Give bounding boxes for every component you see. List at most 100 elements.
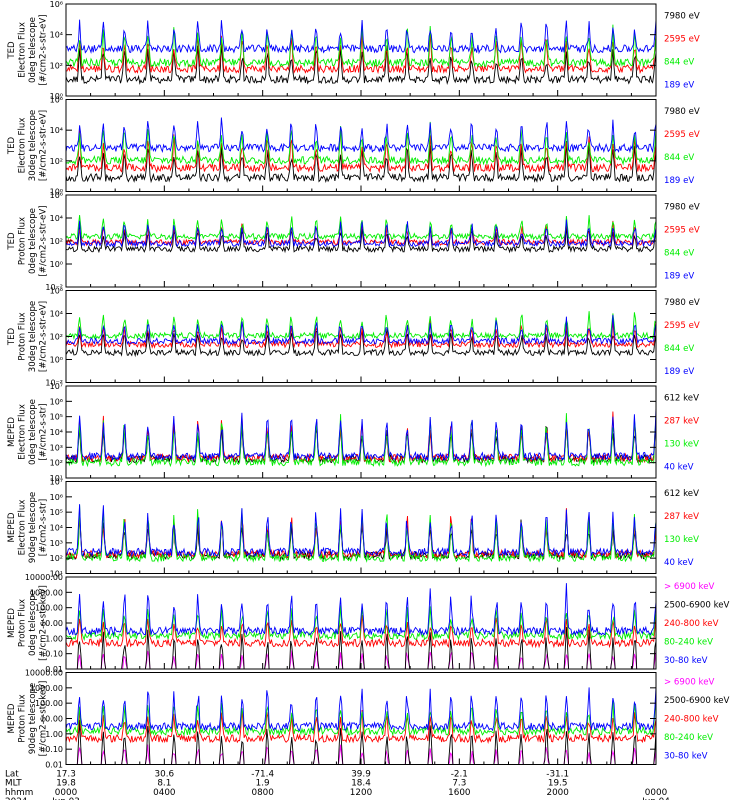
x-tick-label: 19.5 (548, 779, 568, 789)
y-tick-label: 1.00 (45, 634, 63, 643)
x-tick-label: 0000 (55, 788, 78, 798)
legend-entry: 844 eV (664, 58, 694, 68)
y-tick-label: 10³ (50, 443, 63, 452)
x-tick-label: Jun 03 (51, 797, 80, 800)
y-axis-label-line: Proton Flux (18, 217, 28, 265)
legend-entry: 2500-6900 keV (664, 601, 730, 611)
y-tick-label: 10⁰ (50, 260, 63, 269)
x-tick-label: 8.1 (157, 779, 171, 789)
y-tick-label: 10⁶ (50, 287, 63, 296)
legend-entry: 2595 eV (664, 130, 700, 140)
x-tick-label: -2.1 (451, 770, 468, 780)
y-tick-label: 0.01 (45, 761, 63, 770)
y-axis-label-line: 0deg telescope (28, 208, 38, 274)
legend-entry: 7980 eV (664, 298, 700, 308)
legend-entry: 287 keV (664, 512, 699, 522)
series-line-black (65, 224, 657, 254)
x-tick-label: 18.4 (351, 779, 371, 789)
y-tick-label: 10000.00 (25, 669, 63, 678)
legend-entry: 7980 eV (664, 203, 700, 213)
legend-entry: 7980 eV (664, 12, 700, 22)
series-line-blue (65, 583, 657, 637)
y-tick-label: 10.00 (40, 715, 63, 724)
series-line-red (65, 127, 657, 174)
x-row-label: Lat (5, 770, 19, 780)
y-axis-label-line: Proton Flux (18, 599, 28, 647)
y-axis-label-line: Proton Flux (18, 694, 28, 742)
y-axis-label-line: 0deg telescope (28, 399, 38, 465)
legend-entry: 7980 eV (664, 107, 700, 117)
panel-8: 0.01 0.10 1.00 10.00 100.00 1000.00 10000.00 ME… (7, 669, 730, 770)
y-tick-label: 10⁴ (50, 428, 63, 437)
series-line-red (65, 612, 657, 649)
y-axis-label-line: Proton Flux (18, 312, 28, 360)
y-tick-label: 0.10 (45, 650, 63, 659)
y-tick-label: 10000.00 (25, 573, 63, 582)
y-axis-label-line: [#/cm2-s-str] (39, 403, 49, 460)
y-tick-label: 10² (50, 237, 63, 246)
x-row-label: hhmm (5, 788, 33, 798)
legend-entry: 80-240 keV (664, 637, 713, 647)
y-axis-label-line: 0deg telescope (28, 590, 38, 656)
series-line-green (65, 700, 657, 737)
series-line-blue (65, 407, 657, 462)
x-tick-label: 1600 (448, 788, 471, 798)
series-line-red (66, 32, 657, 75)
legend-entry: 30-80 keV (664, 751, 708, 761)
y-tick-label: 10² (50, 459, 63, 468)
y-tick-label: 10⁰ (50, 188, 63, 197)
legend-entry: 2595 eV (664, 226, 700, 236)
legend-entry: 844 eV (664, 153, 694, 163)
y-tick-label: 1000.00 (30, 588, 63, 597)
legend-entry: 287 keV (664, 417, 699, 427)
y-axis-label-line: MEPED (7, 512, 17, 542)
y-axis-label-line: 0deg telescope (28, 17, 38, 83)
y-tick-label: 10⁷ (50, 382, 63, 391)
y-axis-label-line: MEPED (7, 703, 17, 733)
series-line-blue (65, 19, 657, 55)
y-tick-label: 10² (50, 157, 63, 166)
legend-entry: 80-240 keV (664, 733, 713, 743)
y-tick-label: 10⁻² (45, 379, 63, 388)
legend-entry: 189 eV (664, 81, 694, 91)
y-axis-label-line: [#/cm2-s-str-eV] (39, 110, 49, 181)
y-axis-label-line: 30deg telescope (28, 301, 38, 372)
legend-entry: 189 eV (664, 367, 694, 377)
legend-entry: 189 eV (664, 272, 694, 282)
x-tick-label: 1.9 (256, 779, 270, 789)
y-tick-label: 10⁶ (50, 493, 63, 502)
x-row-label: 2024 (5, 797, 28, 800)
y-axis-label-line: TED (7, 41, 17, 60)
y-tick-label: 10⁴ (50, 524, 63, 533)
series-line-green (65, 121, 657, 166)
y-tick-label: 10⁶ (50, 96, 63, 105)
legend-entry: 130 keV (664, 440, 699, 450)
legend-entry: 40 keV (664, 558, 694, 568)
y-tick-label: 10⁰ (50, 356, 63, 365)
series-line-red (65, 319, 657, 349)
y-axis-label: MEPEDElectron Flux90deg telescope[#/cm2-… (7, 492, 49, 563)
y-tick-label: 1000.00 (30, 684, 63, 693)
y-tick-label: 10³ (50, 539, 63, 548)
y-axis-label-line: MEPED (7, 608, 17, 638)
legend-entry: 2595 eV (664, 321, 700, 331)
x-tick-label: 39.9 (351, 770, 371, 780)
legend-entry: 844 eV (664, 344, 694, 354)
y-axis-label-line: [#/cm2-s-str-eV] (39, 205, 49, 276)
x-tick-label: -71.4 (251, 770, 274, 780)
legend-entry: 2595 eV (664, 35, 700, 45)
y-tick-label: 10⁶ (50, 0, 63, 9)
y-axis-label-line: Electron Flux (18, 404, 28, 460)
y-tick-label: 10⁴ (50, 310, 63, 319)
y-tick-label: 10⁶ (50, 191, 63, 200)
y-tick-label: 0.10 (45, 745, 63, 754)
y-tick-label: 10⁵ (50, 413, 63, 422)
legend-entry: 240-800 keV (664, 715, 719, 725)
legend-entry: 2500-6900 keV (664, 696, 730, 706)
series-line-black (65, 44, 657, 85)
